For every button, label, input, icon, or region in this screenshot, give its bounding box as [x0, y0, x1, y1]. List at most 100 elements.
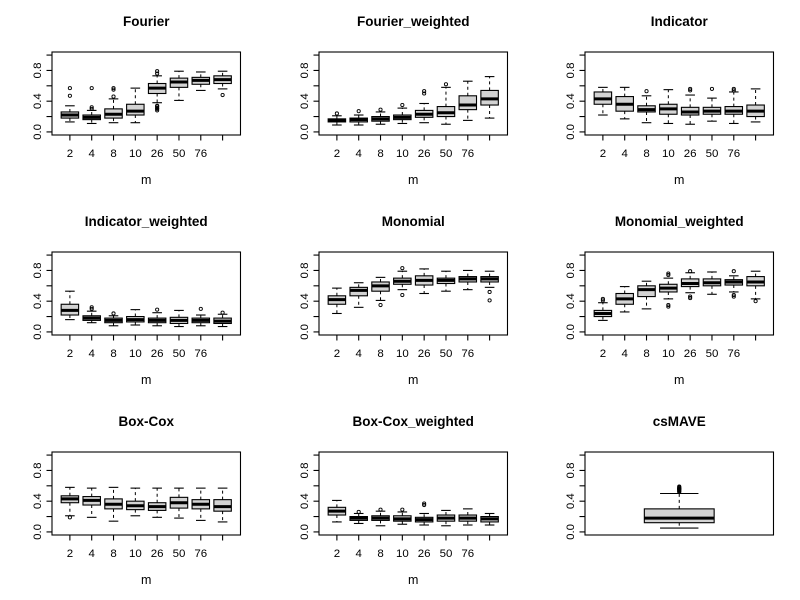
outlier-point [220, 92, 225, 98]
boxplot-monomial-26 [414, 268, 434, 295]
outlier-point [732, 269, 737, 274]
boxplot-indicator-weighted-2 [60, 290, 80, 321]
boxplot-box-cox-weighted-76 [458, 508, 477, 526]
y-tick-label: 0.4 [299, 493, 311, 510]
x-tick-label: 2 [67, 348, 73, 360]
chart-panel-cell-fourier: Fourier 0.0 0.4 0.8 2 4 8 10 26 50 76 m [0, 0, 267, 200]
chart-panel-cell-indicator-weighted: Indicator_weighted 0.0 0.4 0.8 2 4 8 10 26 50 76 m [0, 200, 267, 400]
outlier-point [220, 310, 225, 315]
x-tick-label: 4 [622, 348, 629, 360]
plot-border [584, 451, 775, 536]
panel-monomial-weighted: Monomial_weighted 0.0 0.4 0.8 2 4 8 10 26 50 76 m [565, 214, 775, 387]
plot-border [584, 51, 775, 136]
y-tick-label: 0.8 [299, 262, 311, 278]
x-tick-label: 4 [89, 548, 96, 560]
outlier-point [666, 302, 671, 308]
x-tick-label: 76 [194, 348, 207, 360]
boxplot-fourier-2 [60, 86, 80, 123]
x-tick-label: 76 [194, 548, 207, 560]
outlier-point [378, 507, 383, 512]
y-tick-label: 0.8 [299, 462, 311, 478]
x-tick-label: 2 [67, 548, 73, 560]
x-tick-label: 10 [662, 348, 675, 360]
x-tick-label: 26 [684, 348, 697, 360]
outlier-point [487, 289, 492, 295]
x-tick-label: 76 [728, 148, 741, 160]
panel-title: Monomial [381, 214, 444, 229]
x-tick-label: 4 [355, 148, 362, 160]
panel-title: Fourier_weighted [357, 14, 469, 29]
boxplot-monomial-weighted-8 [637, 280, 657, 310]
boxplot-indicator-weighted-4 [82, 305, 101, 324]
x-tick-label: 2 [67, 148, 73, 160]
x-tick-label: 4 [622, 148, 629, 160]
outlier-point [487, 298, 492, 303]
y-tick-label: 0.0 [299, 324, 311, 340]
boxplot-indicator-26 [681, 86, 700, 125]
y-tick-label: 0.0 [565, 324, 577, 340]
boxplot-monomial-2 [327, 287, 346, 315]
boxplot-monomial-4 [349, 282, 368, 308]
chart-panel-cell-monomial: Monomial 0.0 0.4 0.8 2 4 8 10 26 50 76 m [267, 200, 534, 400]
plot-border [51, 451, 242, 536]
boxplot-monomial-weighted-50 [703, 271, 722, 295]
outlier-point [356, 509, 361, 514]
boxplot-monomial-8 [479, 270, 499, 303]
boxplot-monomial-50 [436, 270, 455, 292]
boxplot-monomial-8 [370, 276, 390, 308]
outlier-point [399, 507, 405, 512]
boxplot-fourier-50 [169, 70, 189, 101]
iqr-box [458, 95, 477, 111]
plot-border [318, 251, 508, 336]
boxplot-fourier-26 [147, 69, 167, 113]
boxplot-fourier-8 [104, 86, 123, 124]
boxplot-fourier-weighted-8 [479, 76, 499, 119]
x-tick-label: 8 [377, 148, 383, 160]
y-tick-label: 0.8 [565, 62, 577, 78]
boxplot-monomial-weighted-26 [681, 269, 700, 301]
outlier-point [155, 307, 160, 312]
panel-title: Fourier [123, 14, 170, 29]
x-tick-label: 26 [417, 348, 430, 360]
outlier-point [688, 269, 693, 274]
x-tick-label: 4 [355, 548, 362, 560]
outlier-point [732, 294, 737, 299]
y-tick-label: 0.0 [299, 524, 311, 540]
x-tick-label: 4 [89, 148, 96, 160]
x-tick-label: 2 [600, 348, 606, 360]
chart-panel-cell-monomial-weighted: Monomial_weighted 0.0 0.4 0.8 2 4 8 10 26 50 76 m [533, 200, 800, 400]
chart-panel-cell-indicator: Indicator 0.0 0.4 0.8 2 4 8 10 26 50 76 m [533, 0, 800, 200]
x-tick-label: 26 [684, 148, 697, 160]
y-tick-label: 0.8 [32, 462, 44, 478]
boxplot-monomial-10 [392, 266, 412, 298]
x-tick-label: 50 [706, 348, 719, 360]
outlier-point [710, 86, 715, 91]
x-axis-title: m [141, 173, 151, 187]
chart-panel-cell-box-cox-weighted: Box-Cox_weighted 0.0 0.4 0.8 2 4 8 10 26 50 76 m [267, 400, 534, 600]
y-tick-label: 0.8 [565, 462, 577, 478]
x-tick-label: 8 [377, 348, 383, 360]
x-tick-label: 10 [129, 548, 142, 560]
x-axis-title: m [674, 173, 684, 187]
boxplot-indicator-weighted-10 [126, 309, 145, 326]
outlier-point [688, 294, 693, 299]
y-tick-label: 0.8 [565, 262, 577, 278]
boxplot-indicator-weighted-8 [213, 310, 232, 328]
panel-title: Monomial_weighted [615, 214, 744, 229]
x-axis-title: m [141, 573, 151, 587]
boxplot-box-cox-weighted-50 [436, 509, 455, 527]
x-tick-label: 10 [396, 348, 409, 360]
x-tick-label: 2 [333, 148, 339, 160]
y-tick-label: 0.4 [565, 293, 577, 310]
boxplot-fourier-weighted-2 [327, 111, 346, 126]
boxplot-indicator-76 [724, 86, 744, 125]
panel-fourier: Fourier 0.0 0.4 0.8 2 4 8 10 26 50 76 m [32, 14, 242, 187]
outlier-point [399, 102, 405, 108]
boxplot-fourier-weighted-8 [370, 107, 390, 125]
x-tick-label: 76 [461, 548, 474, 560]
outlier-point [155, 108, 160, 113]
panel-fourier-weighted: Fourier_weighted 0.0 0.4 0.8 2 4 8 10 26 50 76 m [299, 14, 508, 187]
outlier-point [89, 86, 94, 91]
outlier-point [111, 86, 116, 91]
x-tick-label: 50 [439, 548, 452, 560]
